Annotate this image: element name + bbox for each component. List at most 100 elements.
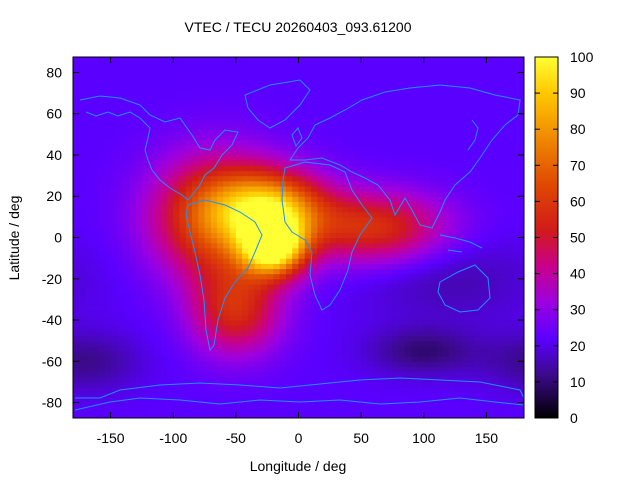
heatmap-cell [141, 103, 149, 110]
heatmap-cell [486, 309, 494, 316]
heatmap-cell [292, 289, 300, 295]
heatmap-cell [398, 309, 406, 316]
heatmap-cell [73, 392, 80, 398]
heatmap-cell [135, 124, 143, 130]
heatmap-cell [455, 196, 462, 202]
heatmap-cell [373, 170, 381, 177]
heatmap-cell [110, 309, 118, 316]
heatmap-cell [166, 227, 174, 233]
heatmap-cell [179, 144, 187, 151]
heatmap-cell [223, 232, 231, 239]
heatmap-cell [210, 191, 218, 197]
heatmap-cell [285, 402, 293, 409]
heatmap-cell [192, 247, 199, 254]
heatmap-cell [517, 412, 524, 418]
heatmap-cell [204, 381, 212, 388]
heatmap-cell [223, 402, 231, 409]
heatmap-cell [379, 113, 387, 120]
heatmap-cell [217, 258, 224, 264]
heatmap-cell [361, 103, 368, 110]
heatmap-cell [442, 268, 450, 275]
heatmap-cell [85, 108, 93, 115]
heatmap-cell [129, 252, 137, 259]
heatmap-cell [160, 237, 168, 244]
heatmap-cell [141, 283, 149, 290]
heatmap-cell [517, 366, 524, 373]
heatmap-cell [298, 340, 306, 347]
heatmap-cell [348, 314, 356, 321]
heatmap-cell [317, 309, 325, 316]
heatmap-cell [135, 335, 143, 342]
heatmap-cell [141, 211, 149, 218]
heatmap-cell [242, 320, 249, 326]
heatmap-cell [367, 87, 375, 94]
heatmap-cell [430, 268, 437, 275]
heatmap-cell [317, 196, 325, 202]
heatmap-cell [279, 237, 287, 244]
heatmap-cell [135, 211, 143, 218]
heatmap-cell [104, 309, 112, 316]
heatmap-cell [461, 335, 469, 342]
heatmap-cell [473, 118, 481, 125]
heatmap-cell [492, 237, 500, 244]
heatmap-cell [129, 191, 137, 197]
heatmap-cell [455, 252, 462, 259]
heatmap-cell [442, 361, 450, 368]
heatmap-cell [254, 154, 262, 161]
heatmap-cell [235, 397, 243, 404]
heatmap-cell [229, 366, 237, 373]
heatmap-cell [329, 237, 337, 244]
heatmap-cell [185, 330, 193, 337]
heatmap-cell [467, 206, 475, 213]
heatmap-cell [505, 82, 513, 89]
heatmap-cell [260, 154, 268, 161]
heatmap-cell [104, 108, 112, 115]
heatmap-cell [267, 98, 275, 105]
heatmap-cell [398, 82, 406, 89]
heatmap-cell [179, 165, 187, 172]
heatmap-cell [498, 67, 506, 74]
heatmap-cell [436, 247, 444, 254]
heatmap-cell [448, 402, 456, 409]
heatmap-cell [148, 185, 156, 192]
heatmap-cell [311, 242, 318, 249]
heatmap-cell [323, 175, 331, 182]
heatmap-cell [323, 263, 331, 270]
heatmap-cell [198, 309, 206, 316]
heatmap-cell [229, 67, 237, 74]
heatmap-cell [386, 103, 394, 110]
heatmap-cell [129, 376, 137, 383]
heatmap-cell [317, 98, 325, 105]
heatmap-cell [192, 227, 199, 233]
heatmap-cell [273, 247, 281, 254]
heatmap-cell [116, 309, 124, 316]
heatmap-cell [285, 72, 293, 79]
heatmap-cell [210, 67, 218, 74]
heatmap-cell [311, 361, 318, 368]
heatmap-cell [235, 356, 243, 362]
heatmap-cell [498, 206, 506, 213]
heatmap-cell [104, 180, 112, 187]
heatmap-cell [148, 361, 156, 368]
heatmap-cell [417, 402, 425, 409]
heatmap-cell [348, 87, 356, 94]
heatmap-cell [79, 304, 87, 311]
heatmap-cell [511, 381, 519, 388]
heatmap-cell [354, 180, 362, 187]
heatmap-cell [317, 299, 325, 306]
heatmap-cell [110, 320, 118, 326]
heatmap-cell [104, 129, 112, 135]
heatmap-cell [336, 407, 343, 414]
heatmap-cell [148, 345, 156, 352]
heatmap-cell [442, 252, 450, 259]
heatmap-cell [461, 387, 469, 393]
heatmap-cell [148, 402, 156, 409]
heatmap-cell [511, 175, 519, 182]
heatmap-cell [217, 216, 224, 223]
heatmap-cell [116, 252, 124, 259]
heatmap-cell [179, 211, 187, 218]
heatmap-cell [411, 283, 419, 290]
heatmap-cell [455, 175, 462, 182]
heatmap-cell [179, 87, 187, 94]
heatmap-cell [217, 320, 224, 326]
